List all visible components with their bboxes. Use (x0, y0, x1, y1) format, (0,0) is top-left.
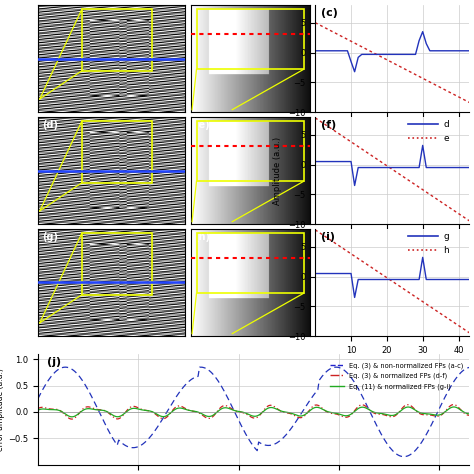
Bar (197, 233, 304, 293)
Text: (c): (c) (321, 8, 338, 18)
Bar (197, 9, 304, 69)
Legend: Eq. (3) & non-normalized FPs (a-c), Eq. (3) & normalized FPs (d-f), Eq. (11) & n: Eq. (3) & non-normalized FPs (a-c), Eq. … (328, 360, 466, 392)
Text: (d): (d) (42, 120, 58, 130)
Y-axis label: Amplitude (a.u.): Amplitude (a.u.) (273, 137, 283, 205)
Bar (197, 121, 304, 181)
Bar (82, 233, 152, 295)
Text: (j): (j) (46, 357, 61, 367)
Text: h: h (443, 246, 449, 255)
Y-axis label: error amplitude (a.u.): error amplitude (a.u.) (0, 368, 5, 451)
Bar (82, 9, 152, 71)
Text: g: g (443, 232, 449, 241)
Bar (82, 121, 152, 182)
Text: e: e (443, 134, 449, 143)
Text: (f): (f) (321, 120, 337, 130)
Text: (e): (e) (194, 120, 210, 130)
Text: d: d (443, 120, 449, 129)
Text: (h): (h) (194, 232, 210, 242)
Text: (i): (i) (321, 232, 336, 242)
Text: (g): (g) (42, 232, 58, 242)
X-axis label: Distance along profile (pixel): Distance along profile (pixel) (331, 361, 453, 370)
